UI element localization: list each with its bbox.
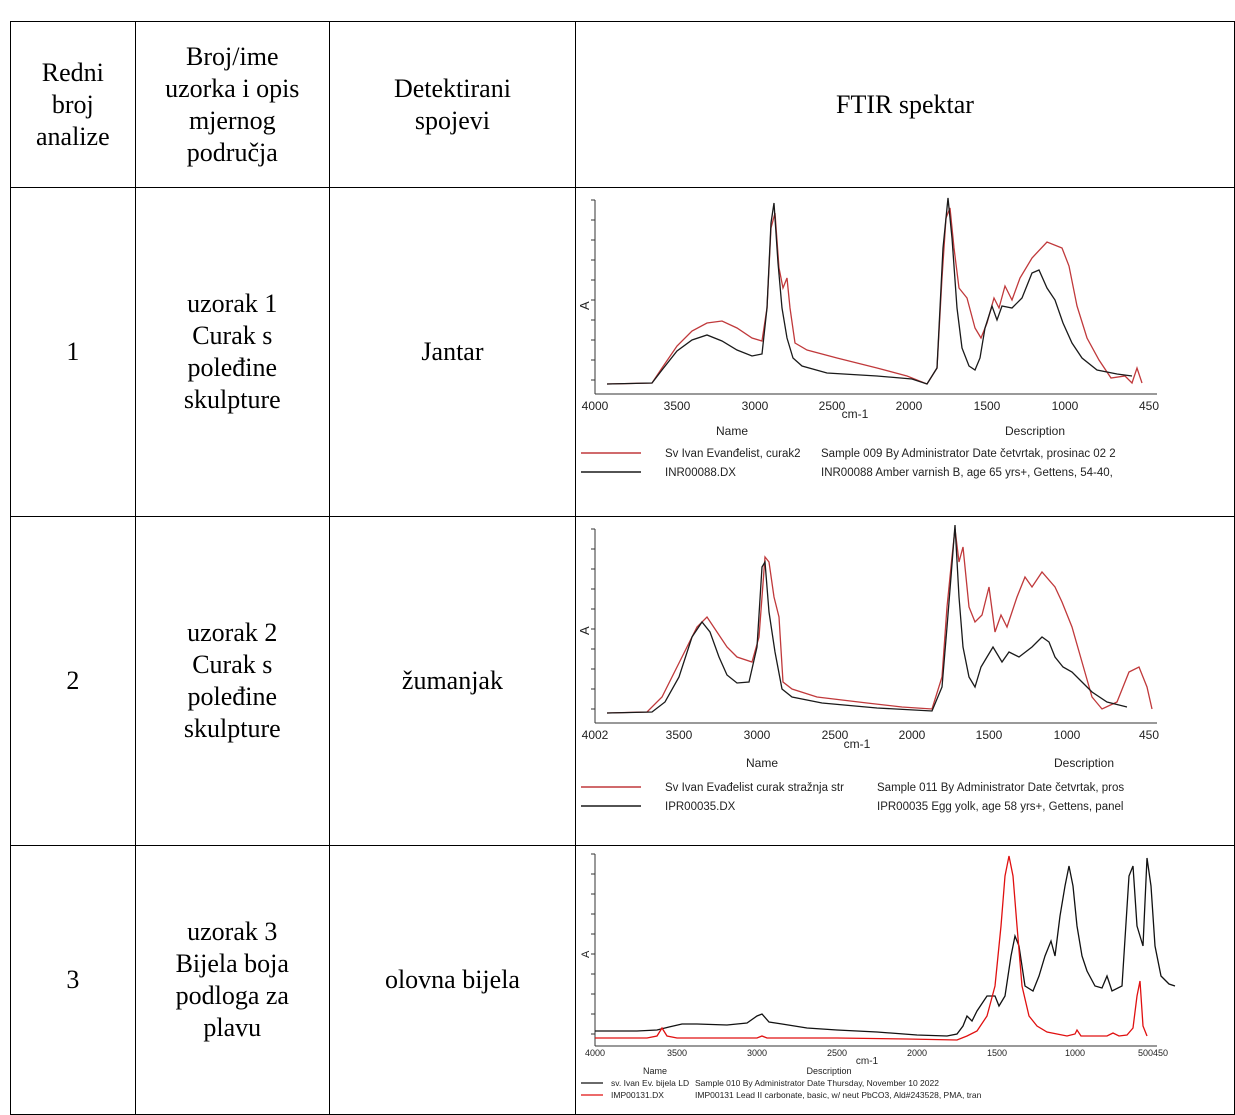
ftir-spectrum-2: A 4002 3500 3000 2500 2000 1500 1000 450… (577, 524, 1159, 813)
y-axis-label: A (577, 301, 592, 310)
x-tick: 3500 (666, 728, 693, 742)
x-tick: 1000 (1052, 399, 1079, 413)
x-tick: 4000 (585, 1048, 605, 1058)
legend-name: Sv Ivan Evanđelist, curak2 (665, 448, 801, 460)
x-tick: 3000 (747, 1048, 767, 1058)
x-tick: 500450 (1138, 1048, 1168, 1058)
legend-description-header: Description (806, 1066, 851, 1076)
y-axis-label: A (580, 950, 592, 958)
spectrum-red (594, 855, 1148, 1041)
x-tick: 3000 (744, 728, 771, 742)
spectrum-red (606, 207, 1143, 385)
legend-name: sv. Ivan Ev. bijela LD (611, 1078, 689, 1088)
spectrum-black (594, 857, 1176, 1037)
ftir-spectrum-1: A 4000 3500 3000 2500 2000 1500 1000 450… (577, 197, 1159, 479)
spectrum-red (606, 528, 1153, 714)
legend-description: INR00088 Amber varnish B, age 65 yrs+, G… (821, 467, 1113, 479)
x-axis-unit: cm-1 (856, 1056, 879, 1067)
x-axis-unit: cm-1 (842, 407, 869, 421)
ftir-spectrum-cell: A 4000 3500 3000 2500 2000 1500 1000 450… (574, 187, 1235, 517)
row-number: 3 (10, 845, 136, 1115)
detected-compound: žumanjak (328, 516, 576, 846)
x-tick: 2000 (907, 1048, 927, 1058)
table-row: 1 uzorak 1 Curak s poleđine skulpture Ja… (10, 187, 1235, 517)
legend-description: Sample 010 By Administrator Date Thursda… (695, 1078, 939, 1088)
x-tick: 4000 (582, 399, 609, 413)
ftir-spectrum-3: A 4000 3500 3000 2500 2000 1500 1000 500… (580, 853, 1176, 1100)
x-tick: 1000 (1065, 1048, 1085, 1058)
sample-description: uzorak 3 Bijela boja podloga za plavu (134, 845, 330, 1115)
x-tick: 4002 (582, 728, 609, 742)
legend-name: IPR00035.DX (665, 801, 736, 813)
legend-name-header: Name (746, 756, 778, 770)
legend-name: INR00088.DX (665, 467, 736, 479)
detected-compound: olovna bijela (328, 845, 576, 1115)
x-tick: 3500 (664, 399, 691, 413)
legend-name: Sv Ivan Evađelist curak stražnja str (665, 782, 844, 794)
x-tick: 1500 (976, 728, 1003, 742)
header-sample: Broj/ime uzorka i opis mjernog područja (134, 21, 330, 188)
x-tick: 2500 (827, 1048, 847, 1058)
x-tick: 1500 (987, 1048, 1007, 1058)
table-row: 2 uzorak 2 Curak s poleđine skulpture žu… (10, 516, 1235, 846)
legend-description: Sample 011 By Administrator Date četvrta… (877, 782, 1124, 794)
table-row: 3 uzorak 3 Bijela boja podloga za plavu … (10, 845, 1235, 1115)
legend-description: Sample 009 By Administrator Date četvrta… (821, 448, 1116, 460)
legend-name-header: Name (643, 1066, 667, 1076)
header-redni-broj: Redni broj analize (10, 21, 136, 188)
y-axis-label: A (577, 626, 592, 635)
legend-name: IMP00131.DX (611, 1090, 664, 1100)
header-row: Redni broj analize Broj/ime uzorka i opi… (10, 21, 1235, 188)
detected-compound: Jantar (328, 187, 576, 517)
x-tick: 450 (1139, 728, 1159, 742)
ftir-spectrum-cell: A 4000 3500 3000 2500 2000 1500 1000 500… (574, 845, 1235, 1115)
spectrum-black (606, 197, 1133, 385)
x-tick: 2500 (819, 399, 846, 413)
x-tick: 2500 (822, 728, 849, 742)
x-axis-unit: cm-1 (844, 737, 871, 751)
sample-description: uzorak 2 Curak s poleđine skulpture (134, 516, 330, 846)
legend-description: IPR00035 Egg yolk, age 58 yrs+, Gettens,… (877, 801, 1123, 813)
legend-description: IMP00131 Lead II carbonate, basic, w/ ne… (695, 1090, 982, 1100)
ftir-results-table: Redni broj analize Broj/ime uzorka i opi… (10, 21, 1235, 1115)
header-ftir: FTIR spektar (574, 21, 1235, 188)
header-compounds: Detektirani spojevi (328, 21, 576, 188)
legend-description-header: Description (1005, 424, 1065, 438)
ftir-spectrum-cell: A 4002 3500 3000 2500 2000 1500 1000 450… (574, 516, 1235, 846)
x-tick: 3500 (667, 1048, 687, 1058)
x-tick: 450 (1139, 399, 1159, 413)
legend-name-header: Name (716, 424, 748, 438)
legend-description-header: Description (1054, 756, 1114, 770)
x-tick: 2000 (899, 728, 926, 742)
sample-description: uzorak 1 Curak s poleđine skulpture (134, 187, 330, 517)
x-tick: 3000 (742, 399, 769, 413)
x-tick: 1500 (974, 399, 1001, 413)
row-number: 2 (10, 516, 136, 846)
x-tick: 2000 (896, 399, 923, 413)
x-tick: 1000 (1054, 728, 1081, 742)
row-number: 1 (10, 187, 136, 517)
spectrum-black (606, 524, 1128, 714)
